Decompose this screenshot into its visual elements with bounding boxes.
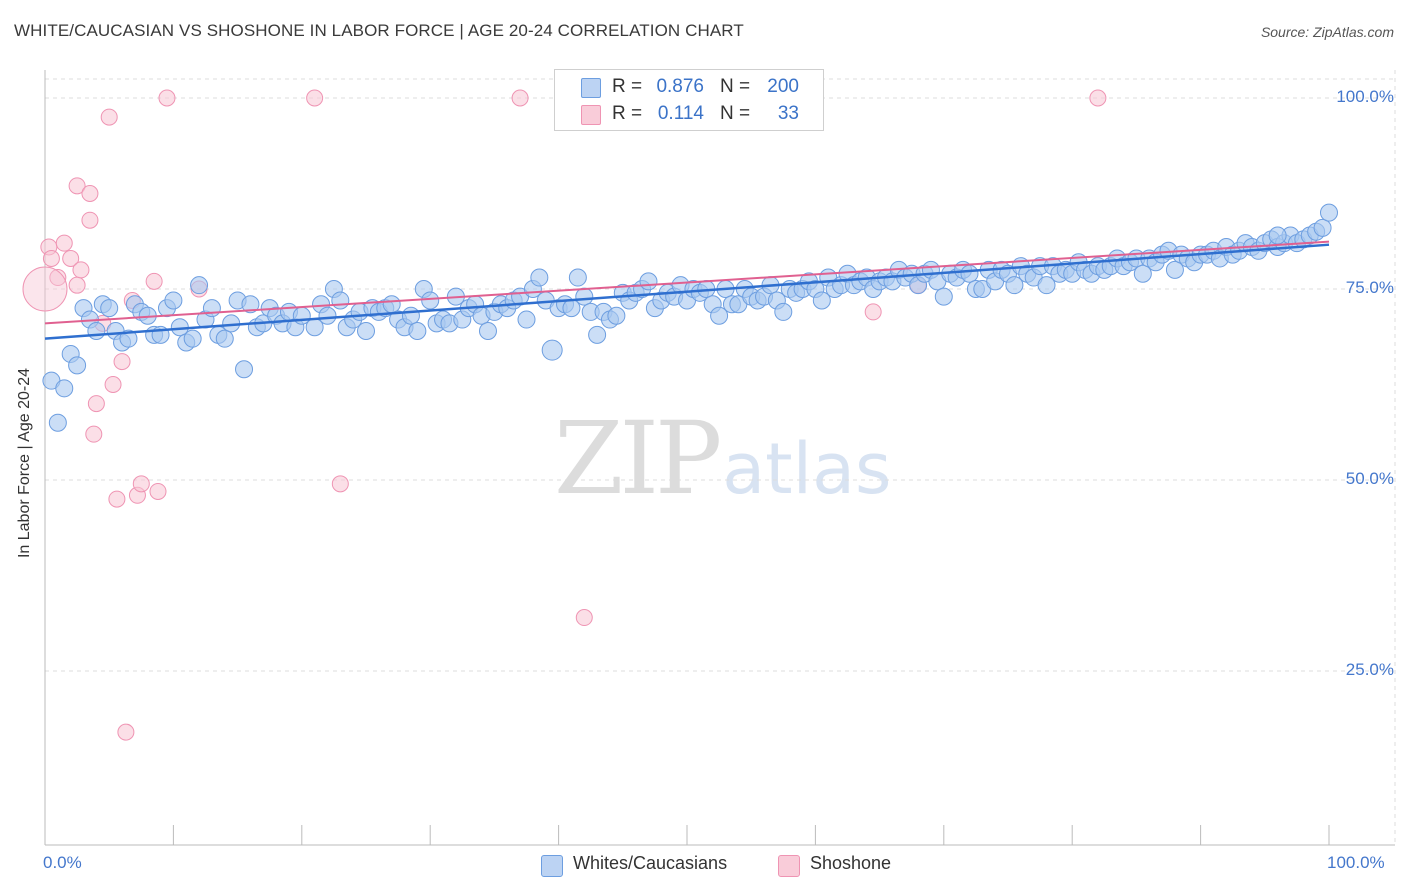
shoshone-point (23, 267, 67, 311)
whites-point (775, 303, 792, 320)
whites-point (165, 292, 182, 309)
legend-n-label: N = (720, 103, 750, 125)
axes (45, 70, 1395, 845)
shoshone-point (101, 109, 117, 125)
whites-point (184, 330, 201, 347)
whites-point (191, 277, 208, 294)
scatter-plot (0, 0, 1406, 892)
shoshone-point (73, 262, 89, 278)
whites-points (43, 204, 1338, 431)
y-axis-label: In Labor Force | Age 20-24 (16, 368, 34, 558)
whites-point (319, 307, 336, 324)
y-tick-label: 75.0% (1346, 278, 1394, 298)
whites-point (383, 296, 400, 313)
y-tick-label: 50.0% (1346, 469, 1394, 489)
legend-row-shoshone: R = 0.114 N = 33 (555, 100, 823, 126)
whites-point (961, 265, 978, 282)
whites-point (542, 340, 562, 360)
shoshone-point (88, 396, 104, 412)
whites-point (569, 269, 586, 286)
legend-r-label: R = (612, 76, 642, 98)
whites-point (422, 292, 439, 309)
shoshone-trendline (45, 242, 1329, 324)
shoshone-point (105, 377, 121, 393)
legend-r-label: R = (612, 103, 642, 125)
whites-point (88, 323, 105, 340)
shoshone-point (512, 90, 528, 106)
shoshone-point (332, 476, 348, 492)
legend-swatch-blue (581, 78, 601, 98)
gridlines (45, 70, 1395, 845)
whites-point (56, 380, 73, 397)
whites-point (640, 273, 657, 290)
whites-point (216, 330, 233, 347)
shoshone-point (159, 90, 175, 106)
shoshone-point (865, 304, 881, 320)
shoshone-point (307, 90, 323, 106)
correlation-legend: R = 0.876 N = 200 R = 0.114 N = 33 (554, 69, 824, 131)
bottom-legend-label-shoshone: Shoshone (810, 853, 891, 874)
legend-n-value: 33 (751, 103, 799, 125)
y-tick-label: 100.0% (1336, 87, 1394, 107)
whites-point (101, 300, 118, 317)
shoshone-point (43, 250, 59, 266)
x-tick-label-min: 0.0% (43, 853, 82, 873)
y-tick-label: 25.0% (1346, 660, 1394, 680)
whites-point (608, 307, 625, 324)
bottom-legend-swatch-blue (541, 855, 563, 877)
whites-point (1321, 204, 1338, 221)
whites-point (479, 323, 496, 340)
legend-swatch-pink (581, 105, 601, 125)
whites-point (589, 326, 606, 343)
shoshone-point (133, 476, 149, 492)
bottom-legend-swatch-pink (778, 855, 800, 877)
whites-point (518, 311, 535, 328)
shoshone-point (82, 212, 98, 228)
shoshone-points (23, 90, 1106, 740)
whites-point (1269, 227, 1286, 244)
x-tick-label-max: 100.0% (1327, 853, 1385, 873)
legend-n-label: N = (720, 76, 750, 98)
bottom-legend-label-whites: Whites/Caucasians (573, 853, 727, 874)
whites-point (576, 288, 593, 305)
whites-point (236, 361, 253, 378)
shoshone-point (150, 483, 166, 499)
legend-n-value: 200 (751, 76, 799, 98)
shoshone-point (576, 610, 592, 626)
shoshone-point (1090, 90, 1106, 106)
whites-point (409, 323, 426, 340)
whites-point (1314, 219, 1331, 236)
whites-point (49, 414, 66, 431)
shoshone-point (114, 354, 130, 370)
whites-point (402, 307, 419, 324)
legend-r-value: 0.114 (648, 103, 704, 125)
shoshone-point (86, 426, 102, 442)
shoshone-point (82, 186, 98, 202)
legend-row-whites: R = 0.876 N = 200 (555, 73, 823, 99)
whites-point (935, 288, 952, 305)
shoshone-point (69, 277, 85, 293)
whites-point (69, 357, 86, 374)
legend-r-value: 0.876 (648, 76, 704, 98)
whites-point (531, 269, 548, 286)
whites-point (358, 323, 375, 340)
whites-point (332, 292, 349, 309)
shoshone-point (118, 724, 134, 740)
shoshone-point (109, 491, 125, 507)
shoshone-point (146, 273, 162, 289)
shoshone-point (56, 235, 72, 251)
